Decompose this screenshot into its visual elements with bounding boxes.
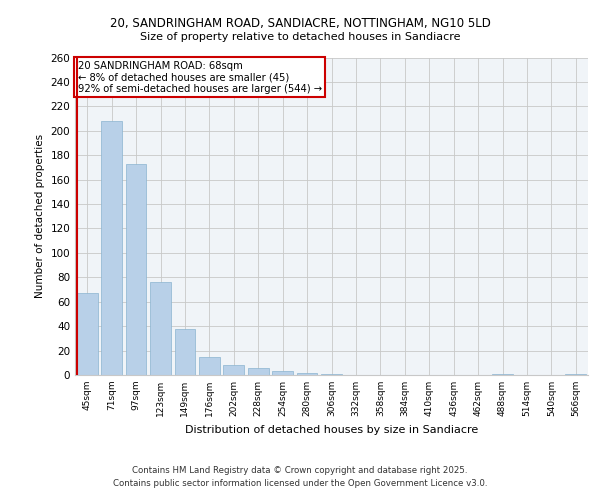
Text: Size of property relative to detached houses in Sandiacre: Size of property relative to detached ho… [140, 32, 460, 42]
Bar [321, 374, 342, 375]
Text: Contains HM Land Registry data © Crown copyright and database right 2025.
Contai: Contains HM Land Registry data © Crown c… [113, 466, 487, 487]
Bar [492, 374, 513, 375]
Bar [296, 372, 317, 375]
Bar [101, 121, 122, 375]
Bar [223, 365, 244, 375]
X-axis label: Distribution of detached houses by size in Sandiacre: Distribution of detached houses by size … [185, 424, 478, 434]
Bar [199, 356, 220, 375]
Bar [248, 368, 269, 375]
Y-axis label: Number of detached properties: Number of detached properties [35, 134, 45, 298]
Bar [175, 328, 196, 375]
Bar [150, 282, 171, 375]
Bar [125, 164, 146, 375]
Text: 20 SANDRINGHAM ROAD: 68sqm
← 8% of detached houses are smaller (45)
92% of semi-: 20 SANDRINGHAM ROAD: 68sqm ← 8% of detac… [77, 60, 322, 94]
Bar [77, 293, 98, 375]
Text: 20, SANDRINGHAM ROAD, SANDIACRE, NOTTINGHAM, NG10 5LD: 20, SANDRINGHAM ROAD, SANDIACRE, NOTTING… [110, 18, 490, 30]
Bar [272, 372, 293, 375]
Bar [565, 374, 586, 375]
